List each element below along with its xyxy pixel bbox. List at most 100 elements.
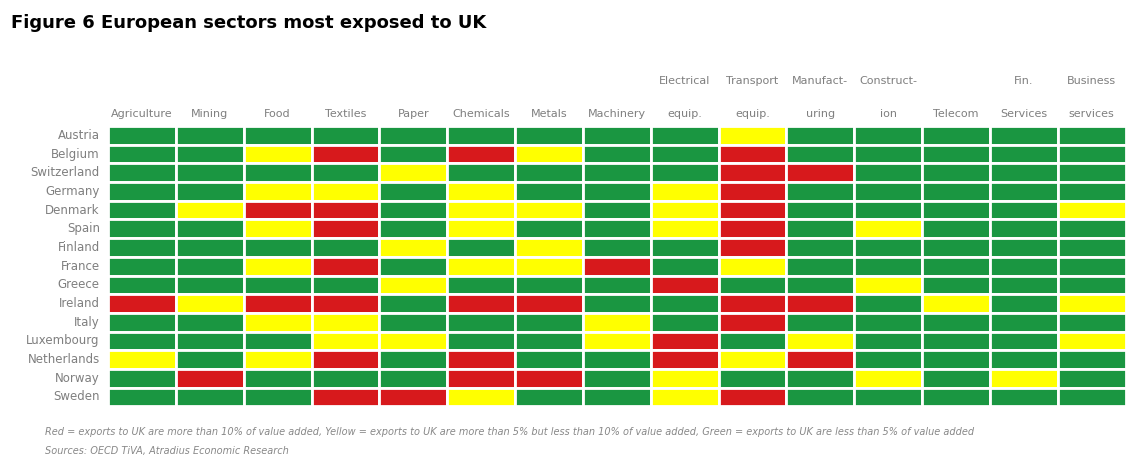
Bar [447, 294, 515, 313]
Bar [650, 182, 719, 201]
Bar [719, 276, 787, 294]
Bar [854, 276, 922, 294]
Bar [447, 145, 515, 163]
Bar [312, 163, 380, 182]
Bar [922, 145, 990, 163]
Bar [583, 201, 650, 219]
Bar [380, 201, 447, 219]
Bar [108, 163, 176, 182]
Text: Metals: Metals [531, 109, 567, 119]
Bar [719, 201, 787, 219]
Text: Red = exports to UK are more than 10% of value added, Yellow = exports to UK are: Red = exports to UK are more than 10% of… [45, 427, 974, 437]
Bar [108, 350, 176, 369]
Bar [990, 219, 1057, 238]
Bar [176, 145, 243, 163]
Bar [380, 238, 447, 257]
Bar [243, 276, 312, 294]
Text: Services: Services [1001, 109, 1047, 119]
Text: Manufact-: Manufact- [792, 77, 848, 86]
Bar [719, 257, 787, 276]
Bar [650, 294, 719, 313]
Text: Belgium: Belgium [51, 148, 100, 161]
Bar [854, 294, 922, 313]
Bar [990, 145, 1057, 163]
Bar [922, 182, 990, 201]
Bar [515, 332, 583, 350]
Bar [854, 182, 922, 201]
Text: Sources: OECD TiVA, Atradius Economic Research: Sources: OECD TiVA, Atradius Economic Re… [45, 446, 289, 456]
Bar [447, 332, 515, 350]
Bar [176, 182, 243, 201]
Bar [515, 257, 583, 276]
Bar [108, 238, 176, 257]
Bar [854, 257, 922, 276]
Bar [312, 294, 380, 313]
Bar [787, 145, 854, 163]
Bar [583, 219, 650, 238]
Text: Textiles: Textiles [325, 109, 366, 119]
Bar [990, 257, 1057, 276]
Bar [787, 294, 854, 313]
Text: Transport: Transport [727, 77, 779, 86]
Bar [650, 313, 719, 332]
Bar [515, 238, 583, 257]
Bar [787, 182, 854, 201]
Bar [312, 350, 380, 369]
Bar [854, 388, 922, 406]
Bar [176, 388, 243, 406]
Bar [719, 145, 787, 163]
Bar [447, 182, 515, 201]
Bar [312, 332, 380, 350]
Bar [854, 163, 922, 182]
Bar [243, 313, 312, 332]
Bar [650, 238, 719, 257]
Bar [719, 219, 787, 238]
Bar [176, 238, 243, 257]
Text: Food: Food [264, 109, 291, 119]
Bar [447, 369, 515, 388]
Bar [787, 332, 854, 350]
Bar [108, 388, 176, 406]
Bar [108, 126, 176, 145]
Bar [176, 332, 243, 350]
Bar [922, 369, 990, 388]
Bar [380, 219, 447, 238]
Bar [312, 238, 380, 257]
Bar [990, 350, 1057, 369]
Bar [1057, 257, 1126, 276]
Bar [447, 163, 515, 182]
Bar [243, 126, 312, 145]
Bar [922, 257, 990, 276]
Bar [650, 350, 719, 369]
Bar [583, 332, 650, 350]
Text: Luxembourg: Luxembourg [26, 334, 100, 347]
Bar [583, 369, 650, 388]
Bar [312, 276, 380, 294]
Bar [787, 276, 854, 294]
Bar [922, 294, 990, 313]
Text: equip.: equip. [667, 109, 703, 119]
Bar [990, 369, 1057, 388]
Bar [108, 369, 176, 388]
Bar [176, 369, 243, 388]
Bar [243, 182, 312, 201]
Bar [380, 369, 447, 388]
Bar [583, 313, 650, 332]
Bar [380, 163, 447, 182]
Bar [854, 332, 922, 350]
Text: Austria: Austria [58, 129, 100, 142]
Bar [990, 294, 1057, 313]
Bar [312, 313, 380, 332]
Bar [1057, 219, 1126, 238]
Bar [583, 257, 650, 276]
Bar [854, 145, 922, 163]
Bar [922, 388, 990, 406]
Bar [1057, 388, 1126, 406]
Text: Chemicals: Chemicals [453, 109, 511, 119]
Bar [583, 182, 650, 201]
Text: Agriculture: Agriculture [111, 109, 173, 119]
Bar [312, 126, 380, 145]
Bar [515, 163, 583, 182]
Bar [108, 294, 176, 313]
Bar [176, 219, 243, 238]
